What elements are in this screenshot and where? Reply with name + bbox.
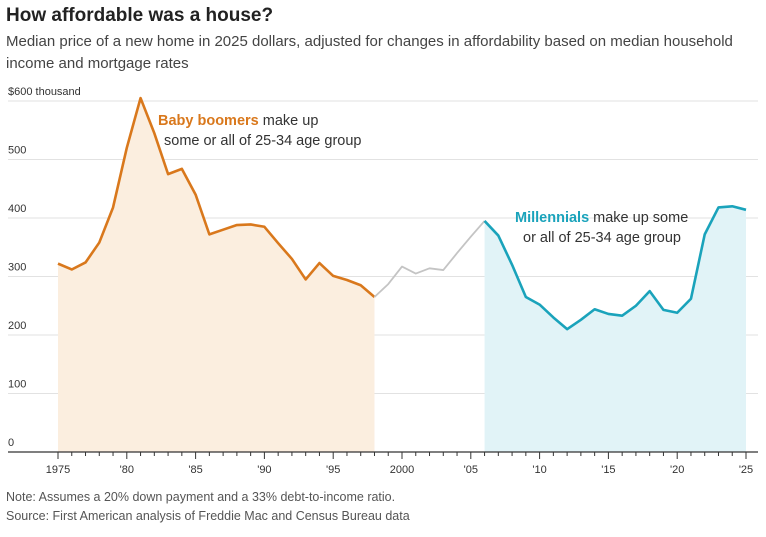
x-tick-label: '15 (601, 464, 615, 476)
note-text: Note: Assumes a 20% down payment and a 3… (6, 490, 396, 504)
x-tick-label: '85 (188, 464, 202, 476)
boomers-annotation-line1: Baby boomers make up (158, 113, 318, 129)
boomers-annotation-rest: make up (259, 113, 319, 129)
x-tick-label: '90 (257, 464, 271, 476)
millennials-annotation-line1: Millennials make up some (515, 210, 688, 226)
chart-subtitle: Median price of a new home in 2025 dolla… (6, 33, 733, 72)
y-tick-label: 0 (8, 437, 14, 449)
boomers-annotation-line2: some or all of 25-34 age group (164, 133, 362, 149)
x-tick-label: '05 (464, 464, 478, 476)
series-line (483, 205, 747, 331)
y-tick-label: $600 thousand (8, 86, 81, 98)
boomers-annotation-bold: Baby boomers (158, 113, 259, 129)
series-line (57, 96, 376, 298)
shaded-areas (58, 98, 746, 452)
x-tick-label: '95 (326, 464, 340, 476)
y-tick-label: 100 (8, 379, 26, 391)
y-tick-label: 500 (8, 145, 26, 157)
series-lines (57, 96, 747, 331)
y-tick-label: 400 (8, 203, 26, 215)
millennials-annotation-line2: or all of 25-34 age group (523, 230, 681, 246)
x-tick-label: '20 (670, 464, 684, 476)
chart-title: How affordable was a house? (6, 5, 274, 26)
series-area (58, 98, 375, 452)
x-tick-label: '10 (532, 464, 546, 476)
y-axis-labels: 0 100 200 300 400 500 $600 thousand (8, 86, 81, 449)
x-axis: 1975 '80 '85 '90 '95 2000 '05 '10 '15 '20 '25 (8, 451, 758, 476)
x-tick-label: 1975 (46, 464, 70, 476)
x-tick-label: 2000 (390, 464, 414, 476)
y-tick-label: 300 (8, 262, 26, 274)
x-tick-label: '80 (120, 464, 134, 476)
millennials-annotation-bold: Millennials (515, 210, 589, 226)
series-line (373, 220, 486, 298)
footnote: Note: Assumes a 20% down payment and a 3… (6, 488, 410, 526)
series-area (484, 206, 746, 452)
y-tick-label: 200 (8, 320, 26, 332)
source-text: Source: First American analysis of Fredd… (6, 509, 410, 523)
millennials-annotation-rest: make up some (589, 210, 688, 226)
line-chart: 0 100 200 300 400 500 $600 thousand 1975 '80 '85… (8, 86, 758, 476)
x-tick-label: '25 (739, 464, 753, 476)
